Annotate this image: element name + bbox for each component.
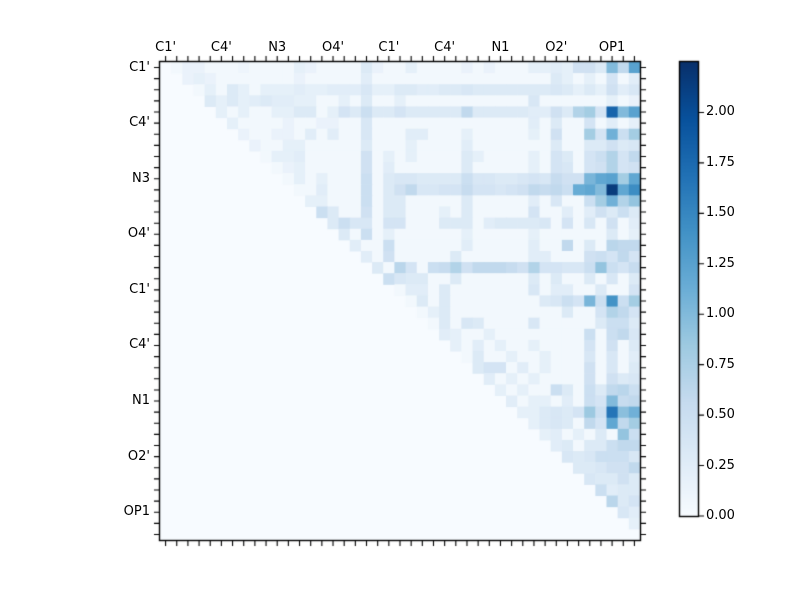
colorbar-tick-label: 0.00	[706, 508, 735, 523]
y-axis-tick-label: N3	[132, 170, 150, 186]
colorbar-tick-label: 0.50	[706, 407, 735, 423]
x-axis-tick-label: O4'	[321, 40, 345, 55]
y-axis-tick-label: OP1	[123, 504, 150, 520]
x-axis-tick-label: O2'	[545, 40, 568, 55]
x-axis-tick-label: OP1	[598, 40, 626, 55]
colorbar-tick-label: 1.00	[706, 306, 735, 322]
y-axis-tick-label: C4'	[129, 115, 150, 131]
x-axis-tick-label: N3	[268, 40, 287, 55]
y-axis-tick-label: N1	[132, 393, 150, 409]
y-axis-tick-label: C4'	[129, 337, 150, 353]
x-axis-tick-label: C4'	[210, 40, 232, 55]
colorbar-tick-label: 1.50	[706, 205, 735, 221]
colorbar-tick-label: 1.25	[706, 255, 735, 271]
colorbar-tick-label: 0.75	[706, 356, 735, 372]
colorbar-tick-label: 2.00	[706, 104, 735, 120]
y-axis-tick-label: O4'	[127, 226, 150, 242]
y-axis-tick-label: C1'	[129, 59, 150, 75]
x-axis-tick-label: N1	[491, 40, 510, 55]
colorbar-tick-label: 1.75	[706, 154, 735, 170]
x-axis-tick-label: C4'	[434, 40, 456, 55]
y-axis-tick-label: C1'	[129, 281, 150, 297]
colorbar-tick-label: 0.25	[706, 457, 735, 473]
x-axis-tick-label: C1'	[378, 40, 400, 55]
x-axis-tick-label: C1'	[155, 40, 177, 55]
y-axis-tick-label: O2'	[127, 448, 150, 464]
